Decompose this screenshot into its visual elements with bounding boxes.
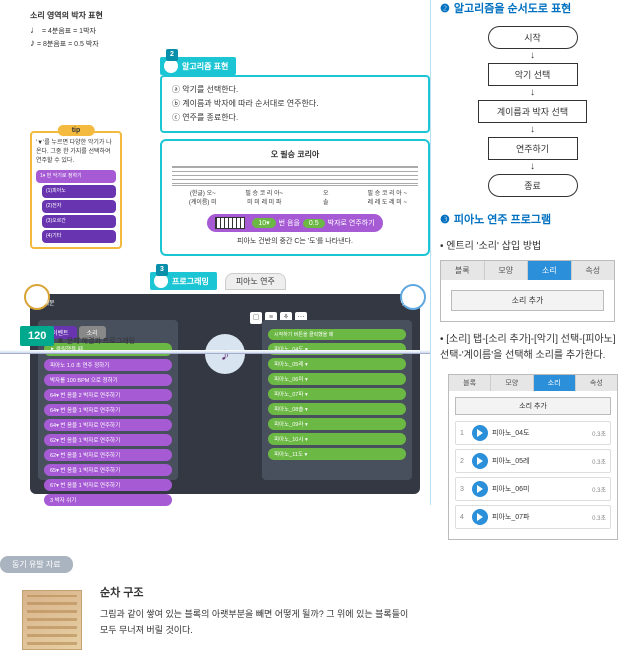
motivation-title: 순차 구조 xyxy=(100,584,416,600)
flowchart: 시작 ↓ 악기 선택 ↓ 계이름과 박자 선택 ↓ 연주하기 ↓ 종료 xyxy=(440,26,625,197)
code-block[interactable]: 피아노_08솔 ▾ xyxy=(268,403,406,415)
sound-name: 피아노_05레 xyxy=(492,456,588,466)
song-box: 오 필승 코리아 (한글) 오~필 승 코 리 아~오필 승 코 리 아 ~ (… xyxy=(160,139,430,256)
chapter-caption: Ⅲ. 문제 해결과 프로그래밍 xyxy=(58,336,135,346)
tip-label: tip xyxy=(58,125,95,136)
tab-sound[interactable]: 소리 xyxy=(528,261,572,280)
code-block[interactable]: 피아노_07파 ▾ xyxy=(268,388,406,400)
right-area-label: 댓글 xyxy=(401,298,412,307)
code-block[interactable]: 64▾ 번 음을 1 박자로 연주하기 xyxy=(44,404,172,416)
note-legend: ♩ = 4분음표 = 1박자 ♪ = 8분음표 = 0.5 박자 xyxy=(30,25,430,51)
tip-sub-block: (3)오르간 xyxy=(42,215,116,228)
entry-tabs-box: 블록 모양 소리 속성 소리 추가 xyxy=(440,260,615,322)
programming-badge: 3 프로그래밍 xyxy=(150,272,217,290)
section-3-heading: ❸피아노 연주 프로그램 xyxy=(440,211,625,227)
flow-node: 연주하기 xyxy=(488,137,578,160)
sound-duration: 0.3초 xyxy=(592,457,606,466)
algorithm-badge: 2 알고리즘 표현 xyxy=(160,57,236,75)
play-icon[interactable] xyxy=(472,453,488,469)
lyrics-row: (한글) 오~필 승 코 리 아~오필 승 코 리 아 ~ xyxy=(172,190,418,199)
code-block[interactable]: 피아노_11도 ▾ xyxy=(268,448,406,460)
sound-name: 피아노_06미 xyxy=(492,484,588,494)
code-block[interactable]: 3 박자 쉬기 xyxy=(44,494,172,506)
piano-keys-icon xyxy=(215,217,245,229)
code-block[interactable]: 65▾ 번 음을 1 박자로 연주하기 xyxy=(44,464,172,476)
algo-step: ⓐ 악기를 선택한다. xyxy=(172,83,418,97)
footer-divider xyxy=(0,350,430,354)
arrow-down-icon: ↓ xyxy=(530,126,535,134)
motivation-text: 그림과 같이 쌓여 있는 블록의 아랫부분을 빼면 어떻게 될까? 그 위에 있… xyxy=(100,606,416,638)
lyrics-row: (계이름) 미미 미 레 미 파솔레 레 도 레 미 ~ xyxy=(172,199,418,208)
sound-duration: 0.3초 xyxy=(592,485,606,494)
arrow-down-icon: ↓ xyxy=(530,52,535,60)
algorithm-steps-box: ⓐ 악기를 선택한다. ⓑ 계이름과 박자에 따라 순서대로 연주한다. ⓒ 연… xyxy=(160,75,430,133)
code-block[interactable]: 피아노_10시 ▾ xyxy=(268,433,406,445)
tab-sound[interactable]: 소리 xyxy=(534,375,576,391)
code-block[interactable]: 피아노 1.0 초 연주 정하기 xyxy=(44,359,172,371)
left-area-label: 소개문 xyxy=(38,298,55,307)
bullet-intro: • 엔트리 '소리' 삽입 방법 xyxy=(440,237,625,252)
sound-beat-title: 소리 영역의 박자 표현 xyxy=(30,10,430,21)
project-tab[interactable]: 피아노 연주 xyxy=(225,273,286,290)
tip-sub-block: (1)피아노 xyxy=(42,185,116,198)
sound-row[interactable]: 3 피아노_06미 0.3초 xyxy=(455,477,611,501)
arrow-down-icon: ↓ xyxy=(530,89,535,97)
play-icon[interactable] xyxy=(472,509,488,525)
flow-node: 악기 선택 xyxy=(488,63,578,86)
tab-block[interactable]: 블록 xyxy=(449,375,491,391)
music-note-icon: ♪ xyxy=(205,334,245,374)
music-staff xyxy=(172,166,418,186)
code-block[interactable]: 피아노_05레 ▾ xyxy=(268,358,406,370)
sound-duration: 0.3초 xyxy=(592,429,606,438)
page-number: 120 xyxy=(20,326,54,346)
code-block[interactable]: 박자를 100 BPM 으로 정하기 xyxy=(44,374,172,386)
tab-property[interactable]: 속성 xyxy=(576,375,617,391)
motivation-label: 동기 유발 자료 xyxy=(0,556,73,573)
tab-shape[interactable]: 모양 xyxy=(485,261,529,280)
code-block[interactable]: 62▾ 번 음을 1 박자로 연주하기 xyxy=(44,449,172,461)
sound-row[interactable]: 1 피아노_04도 0.3초 xyxy=(455,421,611,445)
play-icon[interactable] xyxy=(472,425,488,441)
piano-caption: 피아노 건반의 중간 C는 '도'를 나타낸다. xyxy=(172,236,418,246)
tip-sub-block: (4)기타 xyxy=(42,230,116,243)
tip-main-block: 1▾ 번 악기로 정하기 xyxy=(36,170,116,183)
sound-row[interactable]: 2 피아노_05레 0.3초 xyxy=(455,449,611,473)
tab-block[interactable]: 블록 xyxy=(441,261,485,280)
tip-box: tip '▼'를 누르면 다양한 악기가 나온다. 그중 한 가지를 선택하여 … xyxy=(30,131,122,249)
tab-property[interactable]: 속성 xyxy=(572,261,615,280)
code-block[interactable]: 피아노_09라 ▾ xyxy=(268,418,406,430)
flow-node: 종료 xyxy=(488,174,578,197)
jenga-image xyxy=(22,590,82,650)
code-block[interactable]: 62▾ 번 음을 1 박자로 연주하기 xyxy=(44,434,172,446)
programming-area: 소개문 댓글 ♪ ▢ ≡ ⚘ ⋯ 이벤트 소리 ⯈ 클릭했을 때 피아노 1.0… xyxy=(30,294,420,494)
play-icon[interactable] xyxy=(472,481,488,497)
flow-node: 계이름과 박자 선택 xyxy=(478,100,587,123)
arrow-down-icon: ↓ xyxy=(530,163,535,171)
piano-block: 10▾ 번 음을 0.5 박자로 연주하기 xyxy=(207,214,382,232)
code-block[interactable]: 피아노_06미 ▾ xyxy=(268,373,406,385)
tip-sub-block: (2)전자 xyxy=(42,200,116,213)
code-block[interactable]: 64▾ 번 음을 1 박자로 연주하기 xyxy=(44,419,172,431)
sound-name: 피아노_07파 xyxy=(492,512,588,522)
add-sound-button[interactable]: 소리 추가 xyxy=(451,290,604,311)
start-block[interactable]: 시작하기 버튼을 클릭했을 때 xyxy=(268,329,406,340)
entry-code-panel: 시작하기 버튼을 클릭했을 때 피아노_04도 ▾ 피아노_05레 ▾ 피아노_… xyxy=(262,320,412,480)
flow-node: 시작 xyxy=(488,26,578,49)
sound-row[interactable]: 4 피아노_07파 0.3초 xyxy=(455,505,611,529)
instruction-text: • [소리] 탭-[소리 추가]-[악기] 선택-[피아노] 선택-'계이름'을… xyxy=(440,332,625,364)
sound-list-panel: 블록 모양 소리 속성 소리 추가 1 피아노_04도 0.3초 2 피아노_0… xyxy=(448,374,618,540)
sound-name: 피아노_04도 xyxy=(492,428,588,438)
add-sound-button[interactable]: 소리 추가 xyxy=(455,397,611,415)
sound-duration: 0.3초 xyxy=(592,513,606,522)
code-block[interactable]: 67▾ 번 음을 1 박자로 연주하기 xyxy=(44,479,172,491)
square-icon[interactable]: ▢ xyxy=(250,312,262,324)
algo-step: ⓑ 계이름과 박자에 따라 순서대로 연주한다. xyxy=(172,97,418,111)
song-title: 오 필승 코리아 xyxy=(172,149,418,160)
algo-step: ⓒ 연주를 종료한다. xyxy=(172,111,418,125)
code-block[interactable]: 64▾ 번 음을 2 박자로 연주하기 xyxy=(44,389,172,401)
motivation-section: 동기 유발 자료 순차 구조 그림과 같이 쌓여 있는 블록의 아랫부분을 빼면… xyxy=(0,550,430,665)
tab-shape[interactable]: 모양 xyxy=(491,375,533,391)
section-2-heading: ❷알고리즘을 순서도로 표현 xyxy=(440,0,625,16)
